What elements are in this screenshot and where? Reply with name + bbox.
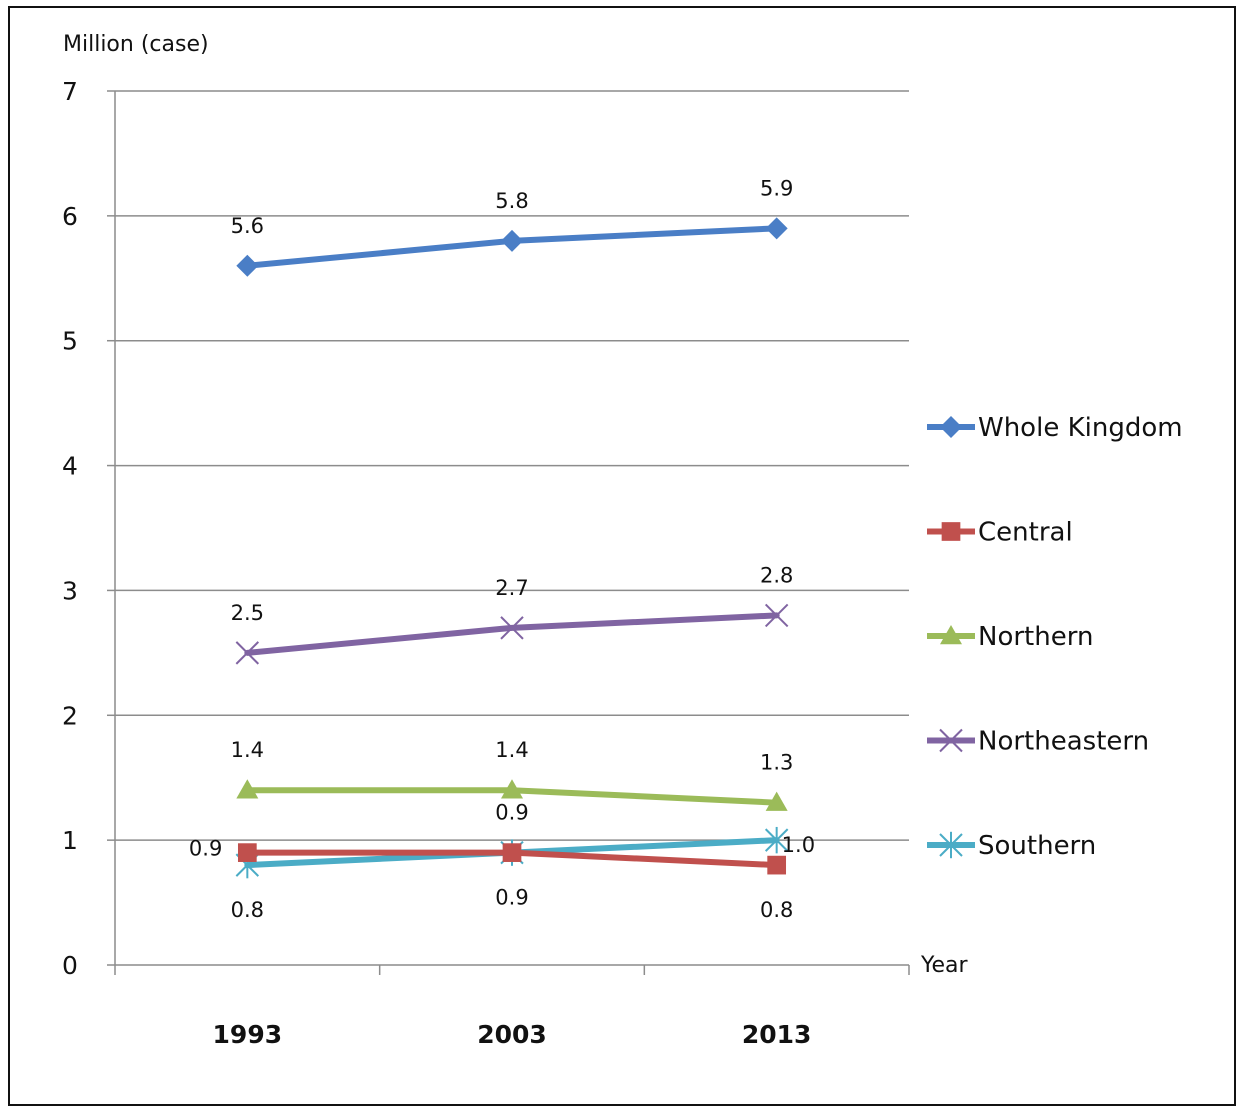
data-label-northeastern: 2.8 (760, 563, 793, 587)
data-label-northern: 1.3 (760, 751, 793, 775)
legend-item-southern: Southern (927, 831, 1096, 861)
legend-label: Whole Kingdom (978, 413, 1183, 443)
data-label-whole-kingdom: 5.9 (760, 176, 793, 200)
data-point-northeastern (764, 603, 789, 628)
y-axis-title: Million (case) (63, 32, 209, 57)
x-tick-label: 1993 (213, 1020, 283, 1049)
legend-marker (941, 522, 961, 541)
data-label-southern: 1.0 (782, 833, 815, 857)
y-tick-label: 4 (62, 452, 78, 481)
y-tick-label: 1 (62, 826, 78, 855)
data-point-central (502, 843, 522, 862)
marker-stroke (764, 603, 789, 628)
y-tick-label: 2 (62, 701, 78, 730)
data-point-northeastern (500, 616, 524, 640)
y-tick-label: 6 (62, 202, 78, 231)
legend-marker (940, 625, 962, 645)
data-label-central: 0.8 (760, 898, 793, 922)
data-label-whole-kingdom: 5.6 (231, 214, 264, 238)
data-point-whole-kingdom (501, 229, 523, 252)
marker-stroke (235, 641, 260, 665)
legend-label: Northern (978, 622, 1093, 652)
data-label-central: 0.9 (189, 837, 222, 861)
data-point-northern (236, 779, 259, 799)
data-point-northeastern (235, 641, 260, 665)
legend-item-whole-kingdom: Whole Kingdom (927, 413, 1183, 443)
legend-marker (940, 416, 962, 438)
data-point-southern (764, 826, 789, 854)
data-label-northeastern: 2.5 (231, 601, 264, 625)
y-tick-label: 0 (62, 951, 78, 980)
data-point-whole-kingdom (236, 254, 259, 277)
marker-stroke (500, 616, 524, 640)
data-label-southern: 0.8 (231, 898, 264, 922)
marker-stroke (939, 728, 963, 753)
x-tick-label: 2013 (742, 1020, 812, 1049)
x-tick-label: 2003 (477, 1020, 547, 1049)
data-label-southern: 0.9 (495, 886, 528, 910)
legend-marker (939, 728, 963, 753)
data-label-central: 0.9 (495, 801, 528, 825)
data-label-northern: 1.4 (231, 738, 264, 762)
data-label-whole-kingdom: 5.8 (495, 189, 528, 213)
legend-item-northeastern: Northeastern (927, 727, 1149, 757)
y-tick-label: 5 (62, 327, 78, 356)
series-line-northeastern (244, 612, 780, 656)
legend-label: Northeastern (978, 727, 1149, 757)
data-label-northeastern: 2.7 (495, 576, 528, 600)
y-tick-label: 3 (62, 576, 78, 605)
data-label-northern: 1.4 (495, 738, 528, 762)
y-tick-label: 7 (62, 77, 78, 106)
data-point-central (767, 855, 787, 875)
data-point-whole-kingdom (765, 217, 788, 240)
legend-item-central: Central (927, 518, 1073, 548)
data-point-central (237, 843, 257, 862)
data-point-northern (501, 779, 523, 799)
legend-item-northern: Northern (927, 622, 1093, 652)
x-axis-title: Year (920, 953, 969, 978)
legend-marker (939, 831, 963, 859)
data-point-northern (765, 791, 788, 811)
legend-label: Central (978, 518, 1073, 548)
legend-label: Southern (978, 831, 1096, 861)
